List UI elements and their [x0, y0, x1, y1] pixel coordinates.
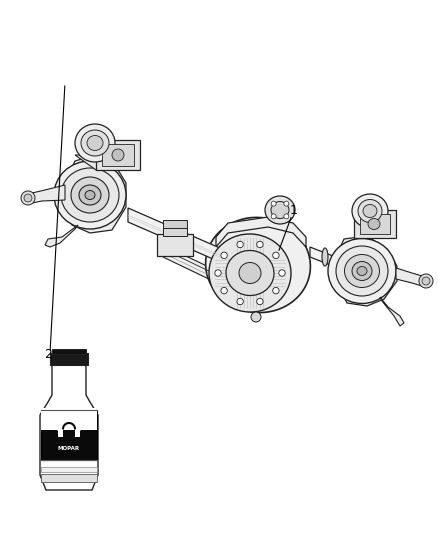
Polygon shape — [65, 155, 126, 233]
Circle shape — [251, 312, 261, 322]
Ellipse shape — [71, 177, 109, 213]
Ellipse shape — [182, 231, 188, 249]
Circle shape — [279, 270, 285, 276]
Circle shape — [215, 270, 221, 276]
Polygon shape — [310, 247, 338, 268]
Text: 1: 1 — [290, 205, 298, 217]
Ellipse shape — [328, 238, 396, 303]
Circle shape — [221, 287, 227, 294]
Polygon shape — [50, 353, 88, 365]
Bar — [102, 144, 134, 166]
Polygon shape — [396, 268, 426, 286]
Bar — [41, 408, 97, 430]
Circle shape — [24, 194, 32, 202]
Ellipse shape — [75, 124, 115, 162]
Ellipse shape — [239, 262, 261, 284]
Bar — [52, 349, 86, 354]
Polygon shape — [75, 155, 140, 170]
Circle shape — [257, 298, 263, 305]
Ellipse shape — [79, 185, 101, 205]
Polygon shape — [128, 208, 236, 269]
Bar — [163, 226, 187, 236]
Circle shape — [237, 298, 244, 305]
Circle shape — [21, 191, 35, 205]
Bar — [360, 214, 390, 234]
Bar — [41, 410, 97, 460]
Ellipse shape — [112, 149, 124, 161]
Polygon shape — [163, 245, 238, 293]
Polygon shape — [45, 225, 78, 247]
Text: 2: 2 — [44, 349, 52, 361]
Polygon shape — [28, 185, 65, 203]
Bar — [41, 467, 97, 472]
Polygon shape — [334, 236, 397, 306]
Ellipse shape — [209, 234, 291, 312]
Ellipse shape — [345, 254, 379, 287]
Bar — [75, 427, 80, 437]
FancyBboxPatch shape — [354, 210, 396, 238]
Circle shape — [221, 252, 227, 259]
Circle shape — [284, 214, 289, 219]
FancyBboxPatch shape — [157, 234, 193, 256]
Ellipse shape — [167, 224, 173, 243]
Ellipse shape — [271, 201, 289, 219]
Ellipse shape — [265, 196, 295, 224]
Ellipse shape — [352, 194, 388, 228]
Ellipse shape — [85, 190, 95, 199]
Ellipse shape — [357, 266, 367, 276]
Circle shape — [284, 201, 289, 206]
Bar — [41, 474, 97, 482]
Circle shape — [257, 241, 263, 248]
Ellipse shape — [368, 219, 380, 230]
Ellipse shape — [358, 199, 382, 222]
Ellipse shape — [54, 161, 126, 229]
Circle shape — [271, 201, 276, 206]
Bar — [163, 220, 187, 228]
Bar — [58, 427, 63, 437]
FancyBboxPatch shape — [96, 140, 140, 170]
Circle shape — [422, 277, 430, 285]
Polygon shape — [40, 365, 98, 490]
Ellipse shape — [87, 135, 103, 150]
Circle shape — [273, 252, 279, 259]
Ellipse shape — [363, 205, 377, 217]
Polygon shape — [216, 217, 306, 247]
Circle shape — [237, 241, 244, 248]
Ellipse shape — [336, 246, 388, 296]
Ellipse shape — [352, 262, 372, 280]
Text: MOPAR: MOPAR — [58, 447, 80, 451]
Circle shape — [271, 214, 276, 219]
Ellipse shape — [226, 251, 274, 295]
Polygon shape — [380, 297, 404, 326]
Circle shape — [419, 274, 433, 288]
Circle shape — [273, 287, 279, 294]
Ellipse shape — [205, 217, 311, 312]
Ellipse shape — [61, 168, 119, 222]
Ellipse shape — [322, 248, 328, 266]
Ellipse shape — [81, 130, 109, 156]
